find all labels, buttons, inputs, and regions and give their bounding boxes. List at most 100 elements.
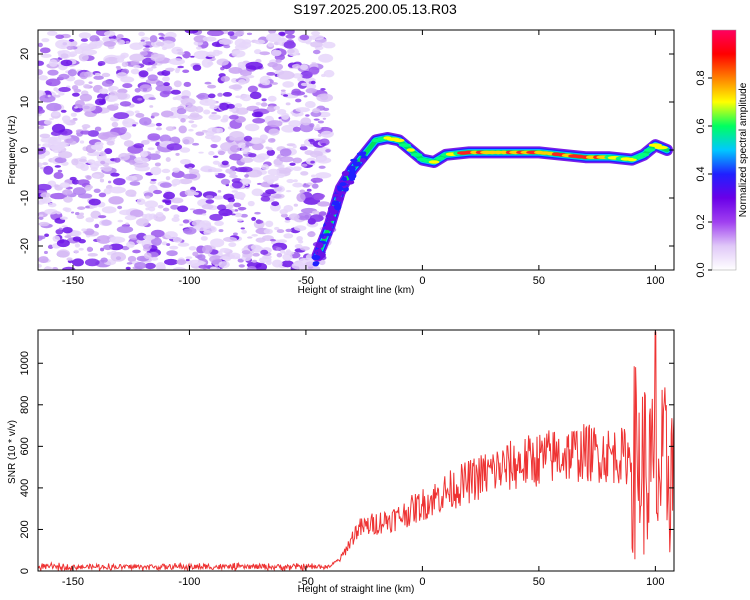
noise-blob (188, 167, 193, 170)
noise-blob (229, 252, 241, 260)
noise-blob (271, 259, 283, 268)
noise-blob (96, 235, 111, 244)
noise-blob (211, 267, 218, 270)
noise-blob (202, 36, 209, 42)
noise-blob (286, 179, 295, 184)
noise-blob (143, 252, 152, 260)
noise-blob (292, 126, 301, 132)
noise-blob (55, 39, 72, 50)
noise-blob (212, 155, 219, 158)
noise-blob (47, 244, 54, 250)
noise-blob (164, 258, 178, 266)
noise-blob (46, 30, 58, 36)
noise-blob (43, 266, 54, 270)
noise-blob (78, 247, 84, 251)
y-tick-label: 600 (19, 437, 31, 455)
noise-blob (72, 230, 82, 237)
noise-blob (292, 144, 297, 149)
noise-blob (284, 219, 291, 223)
noise-blob (94, 223, 100, 229)
noise-blob (118, 152, 130, 161)
noise-blob (79, 140, 85, 144)
noise-blob (316, 93, 334, 103)
noise-blob (185, 105, 198, 113)
y-tick-label: 1000 (19, 351, 31, 375)
noise-blob (300, 82, 309, 87)
signal-blob (331, 216, 337, 221)
signal-hotspot (493, 150, 503, 155)
noise-blob (101, 206, 117, 214)
signal-hotspot (654, 145, 668, 150)
noise-blob (285, 34, 296, 39)
noise-blob (294, 225, 307, 231)
noise-blob (162, 76, 170, 82)
signal-track (311, 132, 673, 267)
noise-blob (240, 227, 245, 230)
noise-blob (195, 224, 208, 232)
noise-blob (108, 57, 116, 62)
noise-blob (312, 49, 321, 55)
signal-hotspot (398, 143, 412, 147)
noise-blob (259, 51, 271, 56)
noise-blob (138, 41, 147, 46)
noise-blob (38, 147, 46, 155)
noise-blob (241, 147, 251, 152)
noise-blob (317, 201, 330, 207)
noise-blob (237, 206, 247, 211)
noise-blob (113, 177, 126, 186)
signal-hotspot (644, 148, 656, 152)
colorbar-label: Normalized spectral amplitude (738, 82, 749, 217)
noise-blob (79, 93, 93, 102)
snr-y-axis: 0 200 400 600 800 1000 (19, 351, 674, 574)
noise-blob (303, 95, 308, 98)
noise-blob (182, 136, 195, 145)
noise-blob (117, 219, 124, 223)
noise-blob (203, 109, 211, 115)
noise-blob (231, 50, 246, 58)
noise-blob (266, 149, 276, 156)
signal-blob (335, 196, 344, 202)
noise-blob (292, 179, 298, 183)
noise-blob (126, 262, 133, 265)
noise-blob (126, 241, 135, 248)
noise-blob (165, 67, 175, 72)
noise-blob (227, 197, 235, 203)
noise-blob (289, 162, 296, 166)
noise-blob (145, 45, 150, 48)
noise-blob (98, 192, 107, 198)
noise-blob (106, 140, 115, 146)
noise-blob (300, 215, 305, 219)
noise-blob (208, 151, 215, 156)
noise-blob (85, 217, 95, 223)
noise-blob (228, 242, 237, 248)
noise-blob (171, 216, 180, 223)
noise-blob (59, 182, 70, 189)
noise-blob (38, 162, 43, 168)
noise-blob (76, 214, 85, 219)
noise-blob (214, 220, 224, 226)
noise-blob (251, 216, 257, 221)
noise-blob (193, 35, 208, 43)
noise-blob (218, 208, 233, 217)
noise-blob (309, 139, 316, 145)
noise-blob (216, 58, 229, 66)
noise-blob (169, 245, 179, 250)
noise-blob (320, 130, 334, 138)
noise-blob (220, 75, 231, 82)
noise-blob (310, 177, 323, 183)
noise-blob (86, 175, 92, 180)
noise-blob (182, 69, 190, 73)
noise-blob (61, 115, 71, 123)
noise-blob (312, 108, 321, 114)
noise-blob (113, 103, 119, 107)
x-tick-label: -50 (298, 576, 314, 588)
noise-blob (166, 143, 183, 151)
signal-blob (325, 222, 334, 228)
noise-blob (136, 198, 146, 206)
noise-blob (117, 88, 128, 94)
noise-blob (315, 172, 332, 179)
noise-blob (284, 30, 295, 35)
noise-blob (185, 258, 190, 262)
noise-blob (169, 115, 177, 119)
noise-blob (291, 112, 296, 116)
